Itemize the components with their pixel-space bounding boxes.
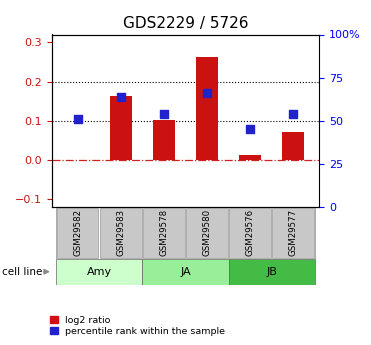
Text: cell line: cell line	[2, 267, 42, 277]
Legend: log2 ratio, percentile rank within the sample: log2 ratio, percentile rank within the s…	[49, 315, 226, 337]
Text: Amy: Amy	[87, 267, 112, 277]
Text: GSM29578: GSM29578	[160, 209, 168, 256]
Point	[75, 116, 81, 122]
Bar	[56, 259, 142, 285]
Title: GDS2229 / 5726: GDS2229 / 5726	[123, 16, 248, 31]
Bar	[153, 120, 175, 160]
Point	[204, 90, 210, 96]
Text: GSM29582: GSM29582	[73, 209, 82, 256]
Bar	[239, 155, 261, 160]
Bar	[229, 259, 315, 285]
Text: GSM29580: GSM29580	[203, 209, 211, 256]
Bar	[272, 208, 314, 258]
Bar	[196, 57, 218, 160]
Bar	[142, 259, 229, 285]
Text: GSM29576: GSM29576	[246, 209, 255, 256]
Point	[161, 111, 167, 117]
Point	[290, 111, 296, 117]
Bar	[229, 208, 271, 258]
Text: JA: JA	[180, 267, 191, 277]
Bar	[100, 208, 142, 258]
Bar	[57, 208, 98, 258]
Text: JB: JB	[266, 267, 277, 277]
Bar	[110, 96, 132, 160]
Point	[118, 94, 124, 99]
Bar	[143, 208, 185, 258]
Text: GSM29583: GSM29583	[116, 209, 125, 256]
Bar	[282, 132, 304, 160]
Text: GSM29577: GSM29577	[289, 209, 298, 256]
Point	[247, 127, 253, 132]
Bar	[186, 208, 228, 258]
